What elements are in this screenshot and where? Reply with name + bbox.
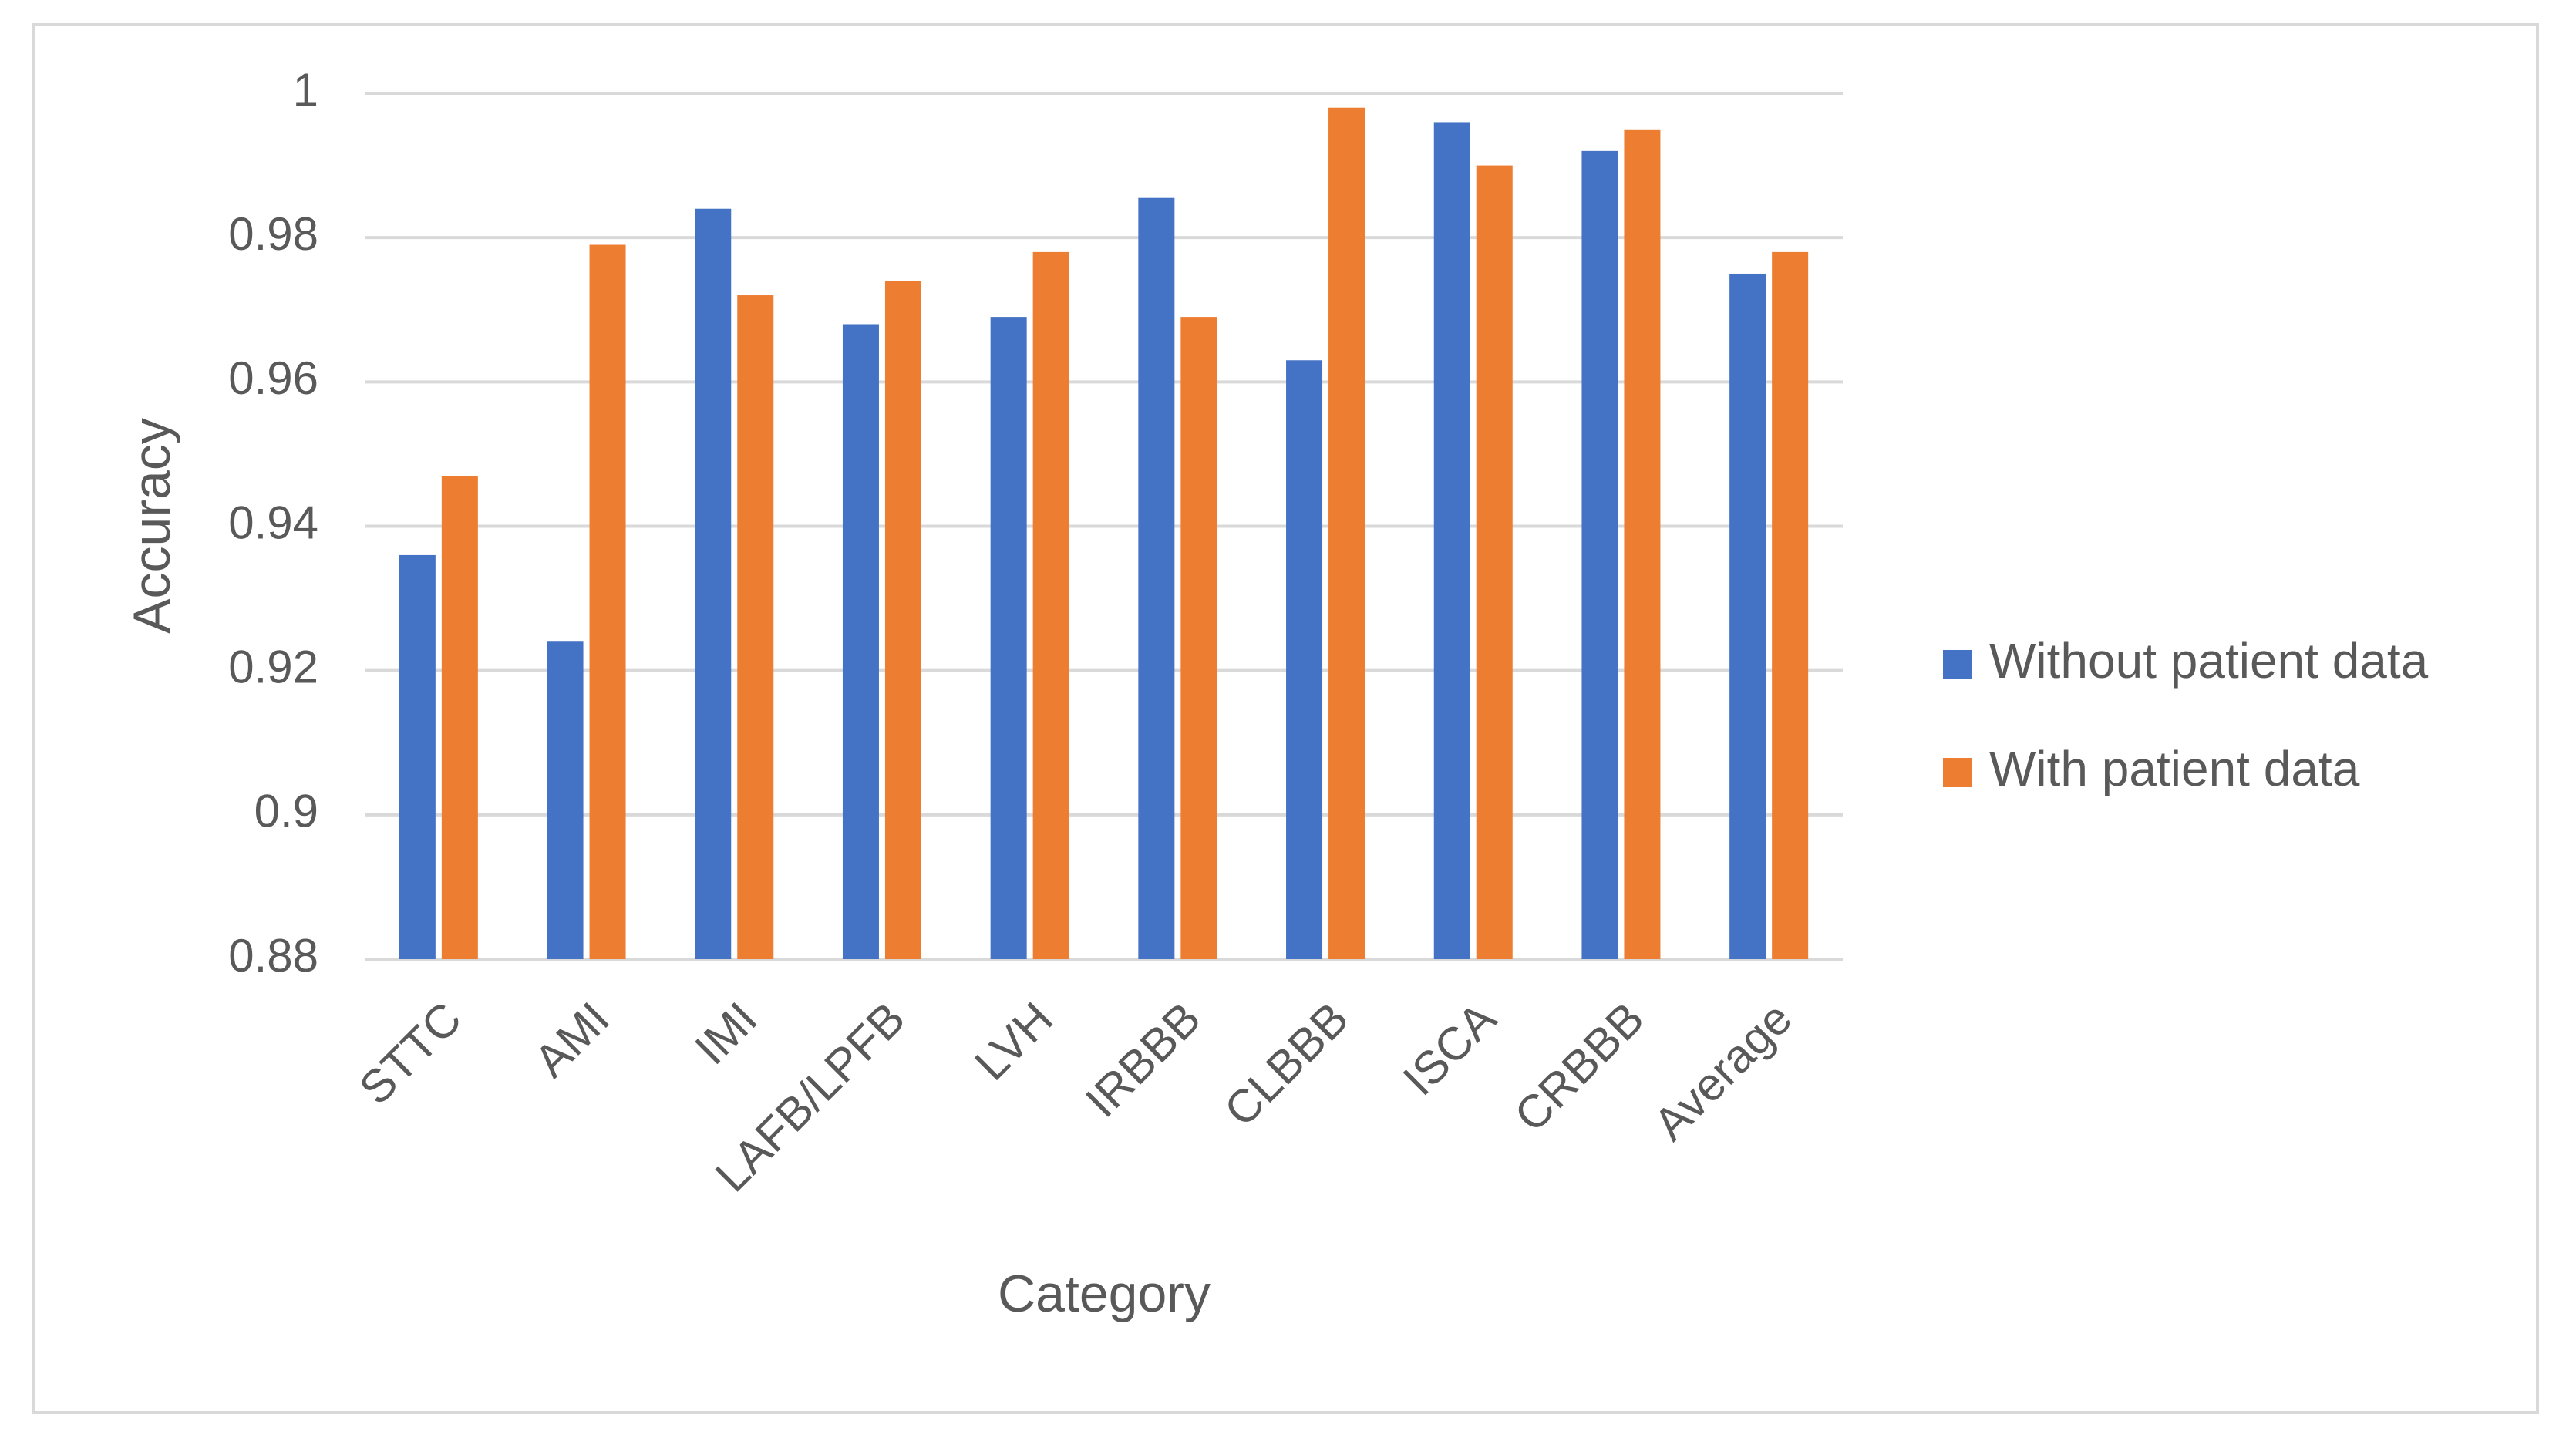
bar <box>1180 317 1217 959</box>
bar <box>399 554 436 959</box>
bar <box>1476 165 1513 959</box>
bar <box>1624 129 1661 960</box>
bar <box>737 295 774 959</box>
bar <box>1032 251 1069 960</box>
bar <box>1328 107 1365 959</box>
y-axis-title: Accuracy <box>123 418 181 634</box>
y-tick-label: 0.98 <box>228 208 318 260</box>
y-tick-label: 0.92 <box>228 641 318 693</box>
y-tick-label: 1 <box>293 64 318 116</box>
y-tick-label: 0.88 <box>228 930 318 982</box>
y-tick-label: 0.9 <box>254 786 318 837</box>
bar <box>547 641 584 959</box>
y-tick-label: 0.96 <box>228 352 318 404</box>
y-tick-label: 0.94 <box>228 497 318 548</box>
x-axis-title: Category <box>998 1264 1211 1323</box>
legend-swatch <box>1943 650 1972 679</box>
bar <box>1581 150 1618 959</box>
legend-label: With patient data <box>1989 741 2360 796</box>
legend-swatch <box>1943 758 1972 787</box>
bar <box>1286 360 1323 960</box>
bar <box>441 475 478 959</box>
legend-label: Without patient data <box>1989 633 2429 689</box>
bar <box>695 208 732 959</box>
bar <box>1138 197 1175 960</box>
bar <box>589 244 626 959</box>
bar <box>884 281 921 960</box>
bar <box>1772 251 1809 960</box>
bar <box>1433 122 1470 959</box>
bar <box>990 317 1027 959</box>
bar <box>842 324 879 959</box>
bar <box>1729 273 1766 959</box>
